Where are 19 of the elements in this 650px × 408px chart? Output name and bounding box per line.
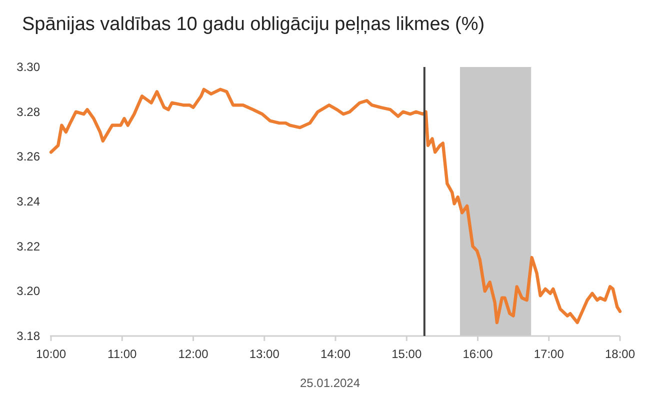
y-tick-label: 3.30: [16, 60, 40, 74]
line-series: [49, 88, 622, 324]
y-tick-label: 3.18: [16, 329, 40, 343]
x-tick-label: 16:00: [462, 347, 494, 361]
y-tick-label: 3.20: [16, 284, 40, 298]
y-tick-label: 3.24: [16, 194, 40, 208]
x-tick-label: 18:00: [604, 347, 636, 361]
y-tick-label: 3.22: [16, 239, 40, 254]
x-tick-label: 14:00: [320, 347, 351, 361]
x-tick-label: 17:00: [534, 347, 564, 361]
x-tick-label: 11:00: [108, 347, 138, 361]
y-tick-label: 3.26: [16, 150, 40, 164]
x-tick-label: 12:00: [178, 347, 209, 361]
x-tick-label: 10:00: [36, 347, 66, 361]
x-axis-title: 25.01.2024: [300, 376, 360, 390]
chart-title: Spānijas valdības 10 gadu obligāciju peļņas likmes (%): [22, 14, 485, 35]
x-tick-label: 13:00: [249, 347, 280, 361]
y-tick-label: 3.28: [16, 104, 40, 119]
x-tick-label: 15:00: [392, 347, 422, 361]
